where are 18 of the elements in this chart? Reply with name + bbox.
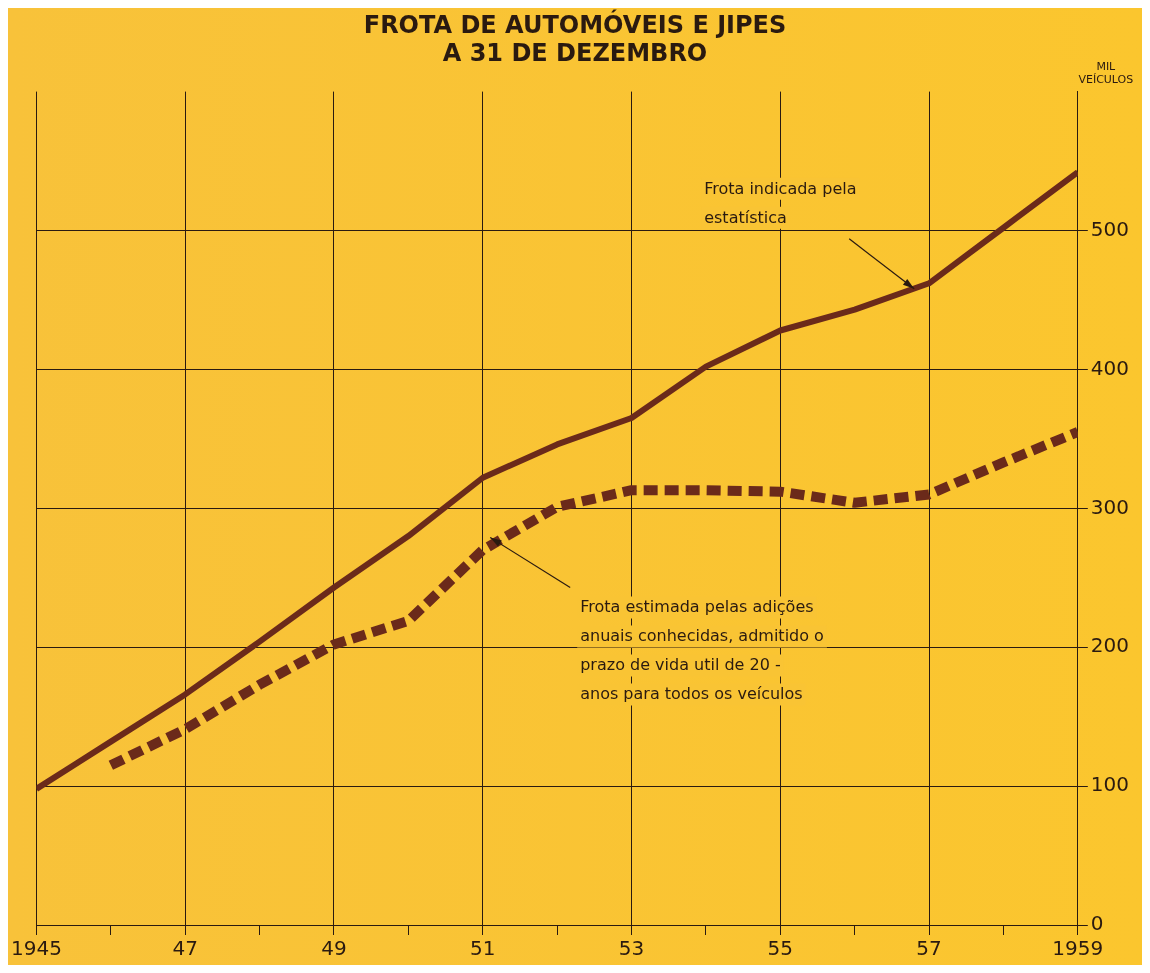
annotation: Frota estimada pelas adições anuais conhecidas, admitido o prazo de vida util de 20 - anos para todos os veículos (580, 597, 824, 704)
y-tick-label: 100 (1090, 772, 1130, 797)
x-tick-label: 1959 (1052, 936, 1104, 961)
x-tick-label: 1945 (11, 936, 62, 961)
x-tick-label: 51 (470, 936, 496, 961)
x-tick-label: 47 (172, 936, 198, 961)
y-axis-title: MIL VEÍCULOS (1078, 59, 1134, 86)
y-tick-label: 200 (1090, 633, 1130, 658)
y-tick-label: 500 (1090, 216, 1130, 241)
x-tick-label: 49 (321, 936, 347, 961)
y-tick-label: 400 (1090, 355, 1130, 380)
x-tick-label: 57 (916, 936, 942, 961)
x-tick-label: 53 (618, 936, 645, 961)
y-tick-label: 0 (1090, 911, 1104, 936)
y-tick-label: 300 (1090, 494, 1130, 519)
annotation: Frota indicada pela estatística (704, 178, 857, 227)
x-tick-label: 55 (767, 936, 794, 961)
chart-title: FROTA DE AUTOMÓVEIS E JIPES A 31 DE DEZEMBRO (363, 8, 787, 68)
